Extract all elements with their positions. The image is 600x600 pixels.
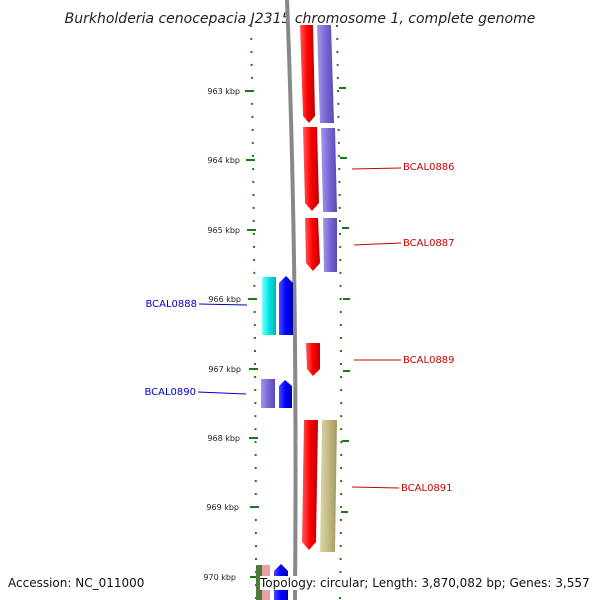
cds-feature-bcal0891[interactable] — [302, 420, 318, 550]
topology-label: Topology: circular; Length: 3,870,082 bp… — [260, 576, 590, 590]
tick-label: 966 kbp — [208, 295, 241, 304]
forward-cds-track — [300, 25, 320, 550]
map-title: Burkholderia cenocepacia J2315 chromosom… — [65, 11, 536, 27]
gene-label-bcal0886[interactable]: BCAL0886 — [403, 162, 455, 173]
gene-label-bcal0887[interactable]: BCAL0887 — [403, 238, 455, 249]
cog-feature-bcal0885[interactable] — [317, 25, 334, 123]
cds-feature-bcal0890[interactable] — [279, 380, 292, 408]
cog-feature-bcal0890[interactable] — [261, 379, 275, 408]
cds-feature-bcal0888[interactable] — [279, 276, 293, 335]
cog-feature-bcal0887[interactable] — [323, 218, 337, 272]
genome-backbone — [285, 0, 298, 600]
cog-feature-bcal0888[interactable] — [262, 277, 276, 335]
cog-forward-track — [317, 25, 337, 552]
gene-label-bcal0889[interactable]: BCAL0889 — [403, 355, 455, 366]
cog-feature-bcal0886[interactable] — [321, 128, 337, 212]
gene-label-bcal0888[interactable]: BCAL0888 — [145, 299, 197, 310]
tick-label: 968 kbp — [207, 434, 240, 443]
tick-label: 969 kbp — [206, 503, 239, 512]
gene-label-bcal0891[interactable]: BCAL0891 — [401, 483, 453, 494]
tick-label: 970 kbp — [203, 573, 236, 582]
cds-feature-bcal0885[interactable] — [300, 25, 315, 123]
cds-feature-bcal0887[interactable] — [305, 218, 320, 271]
cds-feature-bcal0886[interactable] — [303, 127, 319, 211]
tick-label: 964 kbp — [207, 156, 240, 165]
tick-label: 965 kbp — [207, 226, 240, 235]
accession-label: Accession: NC_011000 — [8, 576, 145, 590]
reverse-cds-track — [256, 276, 293, 600]
cog-feature-bcal0891[interactable] — [320, 420, 337, 552]
tick-label: 967 kbp — [208, 365, 241, 374]
tick-label: 963 kbp — [207, 87, 240, 96]
cds-feature-bcal0889[interactable] — [306, 343, 320, 376]
gene-label-bcal0890[interactable]: BCAL0890 — [144, 387, 196, 398]
label-leaders — [197, 167, 402, 489]
cog-feature-bcal0892[interactable] — [256, 565, 262, 600]
tick-marks — [245, 87, 350, 578]
